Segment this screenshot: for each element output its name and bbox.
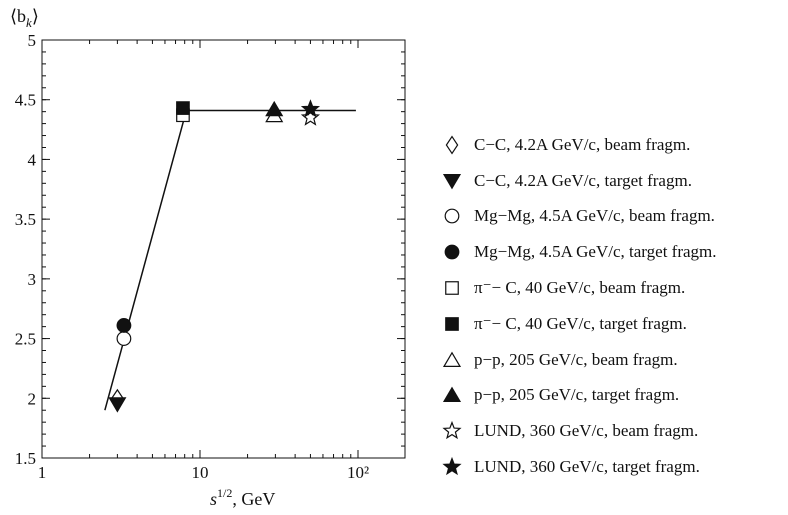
data-point	[176, 101, 190, 115]
legend-marker	[442, 173, 462, 190]
legend-marker-shape	[445, 281, 459, 295]
legend-marker-shape	[442, 421, 462, 440]
legend-marker	[445, 281, 459, 295]
data-markers	[108, 99, 321, 413]
legend-item: π⁻− C, 40 GeV/c, target fragm.	[438, 306, 783, 342]
legend-item: p−p, 205 GeV/c, beam fragm.	[438, 342, 783, 378]
legend-label: π⁻− C, 40 GeV/c, target fragm.	[474, 313, 687, 333]
legend-marker-shape	[445, 135, 459, 155]
chart-svg: 1 10 10² 1.5 2 2.5 3 3.5 4 4.5 5 ⟨bk⟩ s1/2, GeV	[10, 6, 406, 509]
legend-item: LUND, 360 GeV/c, target fragm.	[438, 449, 783, 485]
y-tick-label: 4	[28, 150, 37, 169]
y-tick-label: 4.5	[15, 91, 36, 110]
legend-marker	[442, 456, 462, 476]
legend-marker	[442, 351, 462, 367]
legend-label: Mg−Mg, 4.5A GeV/c, target fragm.	[474, 242, 717, 262]
data-point	[265, 100, 284, 117]
legend-item: π⁻− C, 40 GeV/c, beam fragm.	[438, 270, 783, 306]
legend-label: C−C, 4.2A GeV/c, beam fragm.	[474, 134, 691, 154]
plot-frame	[41, 39, 406, 459]
legend-marker	[444, 209, 460, 224]
legend-label: p−p, 205 GeV/c, target fragm.	[474, 385, 680, 405]
legend-label: Mg−Mg, 4.5A GeV/c, beam fragm.	[474, 206, 715, 226]
legend-marker-shape	[445, 317, 459, 331]
legend-marker-shape	[442, 456, 462, 476]
legend-label: LUND, 360 GeV/c, target fragm.	[474, 457, 700, 477]
fit-lines	[104, 109, 356, 411]
legend-label: C−C, 4.2A GeV/c, target fragm.	[474, 170, 692, 190]
y-tick-label: 3.5	[15, 210, 36, 229]
legend-item: C−C, 4.2A GeV/c, target fragm.	[438, 163, 783, 199]
legend-marker	[442, 421, 462, 440]
x-axis-label: s1/2, GeV	[210, 486, 275, 509]
x-tick-label: 1	[38, 463, 47, 482]
legend-marker-shape	[442, 173, 462, 190]
legend: C−C, 4.2A GeV/c, beam fragm. C−C, 4.2A Ge…	[438, 127, 783, 485]
legend-marker-shape	[444, 244, 460, 260]
y-tick-label: 2.5	[15, 330, 36, 349]
data-point	[300, 99, 321, 118]
legend-marker	[444, 244, 460, 260]
legend-marker	[445, 135, 459, 155]
y-axis-label: ⟨bk⟩	[10, 6, 39, 30]
y-tick-label: 2	[28, 389, 37, 408]
legend-label: LUND, 360 GeV/c, beam fragm.	[474, 421, 699, 441]
y-tick-label: 5	[28, 31, 37, 50]
legend-item: LUND, 360 GeV/c, beam fragm.	[438, 413, 783, 449]
legend-item: C−C, 4.2A GeV/c, beam fragm.	[438, 127, 783, 163]
y-tick-label: 1.5	[15, 449, 36, 468]
legend-marker	[445, 317, 459, 331]
legend-label: p−p, 205 GeV/c, beam fragm.	[474, 349, 678, 369]
data-point	[108, 397, 127, 413]
axis-ticks: 1 10 10² 1.5 2 2.5 3 3.5 4 4.5 5	[15, 31, 405, 482]
legend-marker	[442, 387, 462, 403]
data-point	[116, 331, 132, 346]
legend-item: Mg−Mg, 4.5A GeV/c, target fragm.	[438, 234, 783, 270]
data-point	[116, 318, 132, 333]
fit-line	[104, 110, 188, 411]
x-tick-label: 10	[192, 463, 209, 482]
legend-marker-shape	[442, 387, 462, 403]
y-tick-label: 3	[28, 270, 37, 289]
legend-item: p−p, 205 GeV/c, target fragm.	[438, 378, 783, 414]
data-point	[300, 107, 321, 126]
legend-label: π⁻− C, 40 GeV/c, beam fragm.	[474, 278, 686, 298]
legend-marker-shape	[444, 209, 460, 224]
legend-marker-shape	[442, 351, 462, 367]
x-tick-label: 10²	[347, 463, 369, 482]
legend-item: Mg−Mg, 4.5A GeV/c, beam fragm.	[438, 199, 783, 235]
